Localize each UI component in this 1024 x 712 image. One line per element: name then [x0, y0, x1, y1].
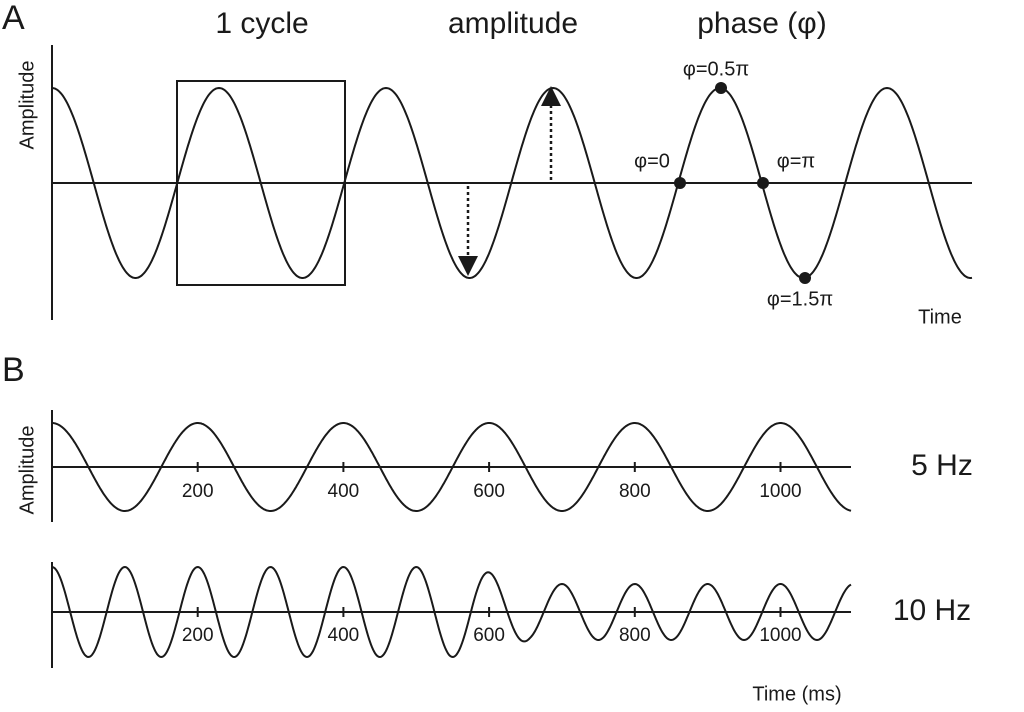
- wave: [51, 565, 852, 659]
- row-label: 5 Hz: [911, 449, 973, 482]
- x-tick-label: 1000: [759, 481, 801, 502]
- x-tick-label: 400: [328, 625, 360, 646]
- title: 1 cycle: [215, 7, 308, 40]
- x-tick-label: 200: [182, 481, 214, 502]
- phase-label: φ=0.5π: [683, 58, 749, 80]
- x-tick-label: 800: [619, 481, 651, 502]
- y-axis-label: Amplitude: [16, 426, 38, 515]
- panel-label: B: [2, 351, 25, 389]
- panel-label: A: [2, 0, 25, 37]
- x-axis-label: Time (ms): [752, 683, 841, 705]
- wave: [51, 86, 973, 279]
- phase-label: φ=0: [634, 150, 670, 172]
- x-tick-label: 800: [619, 625, 651, 646]
- x-tick-label: 600: [473, 625, 505, 646]
- x-tick-label: 600: [473, 481, 505, 502]
- x-tick-label: 400: [328, 481, 360, 502]
- title: phase (φ): [697, 7, 827, 40]
- x-tick-label: 200: [182, 625, 214, 646]
- x-tick-label: 1000: [759, 625, 801, 646]
- row-label: 10 Hz: [893, 594, 971, 627]
- phase-label: φ=1.5π: [767, 288, 833, 310]
- title: amplitude: [448, 7, 578, 40]
- phase-label: φ=π: [777, 150, 815, 172]
- y-axis-label: Amplitude: [16, 61, 38, 150]
- x-axis-label: Time: [918, 306, 962, 328]
- wave: [52, 422, 852, 512]
